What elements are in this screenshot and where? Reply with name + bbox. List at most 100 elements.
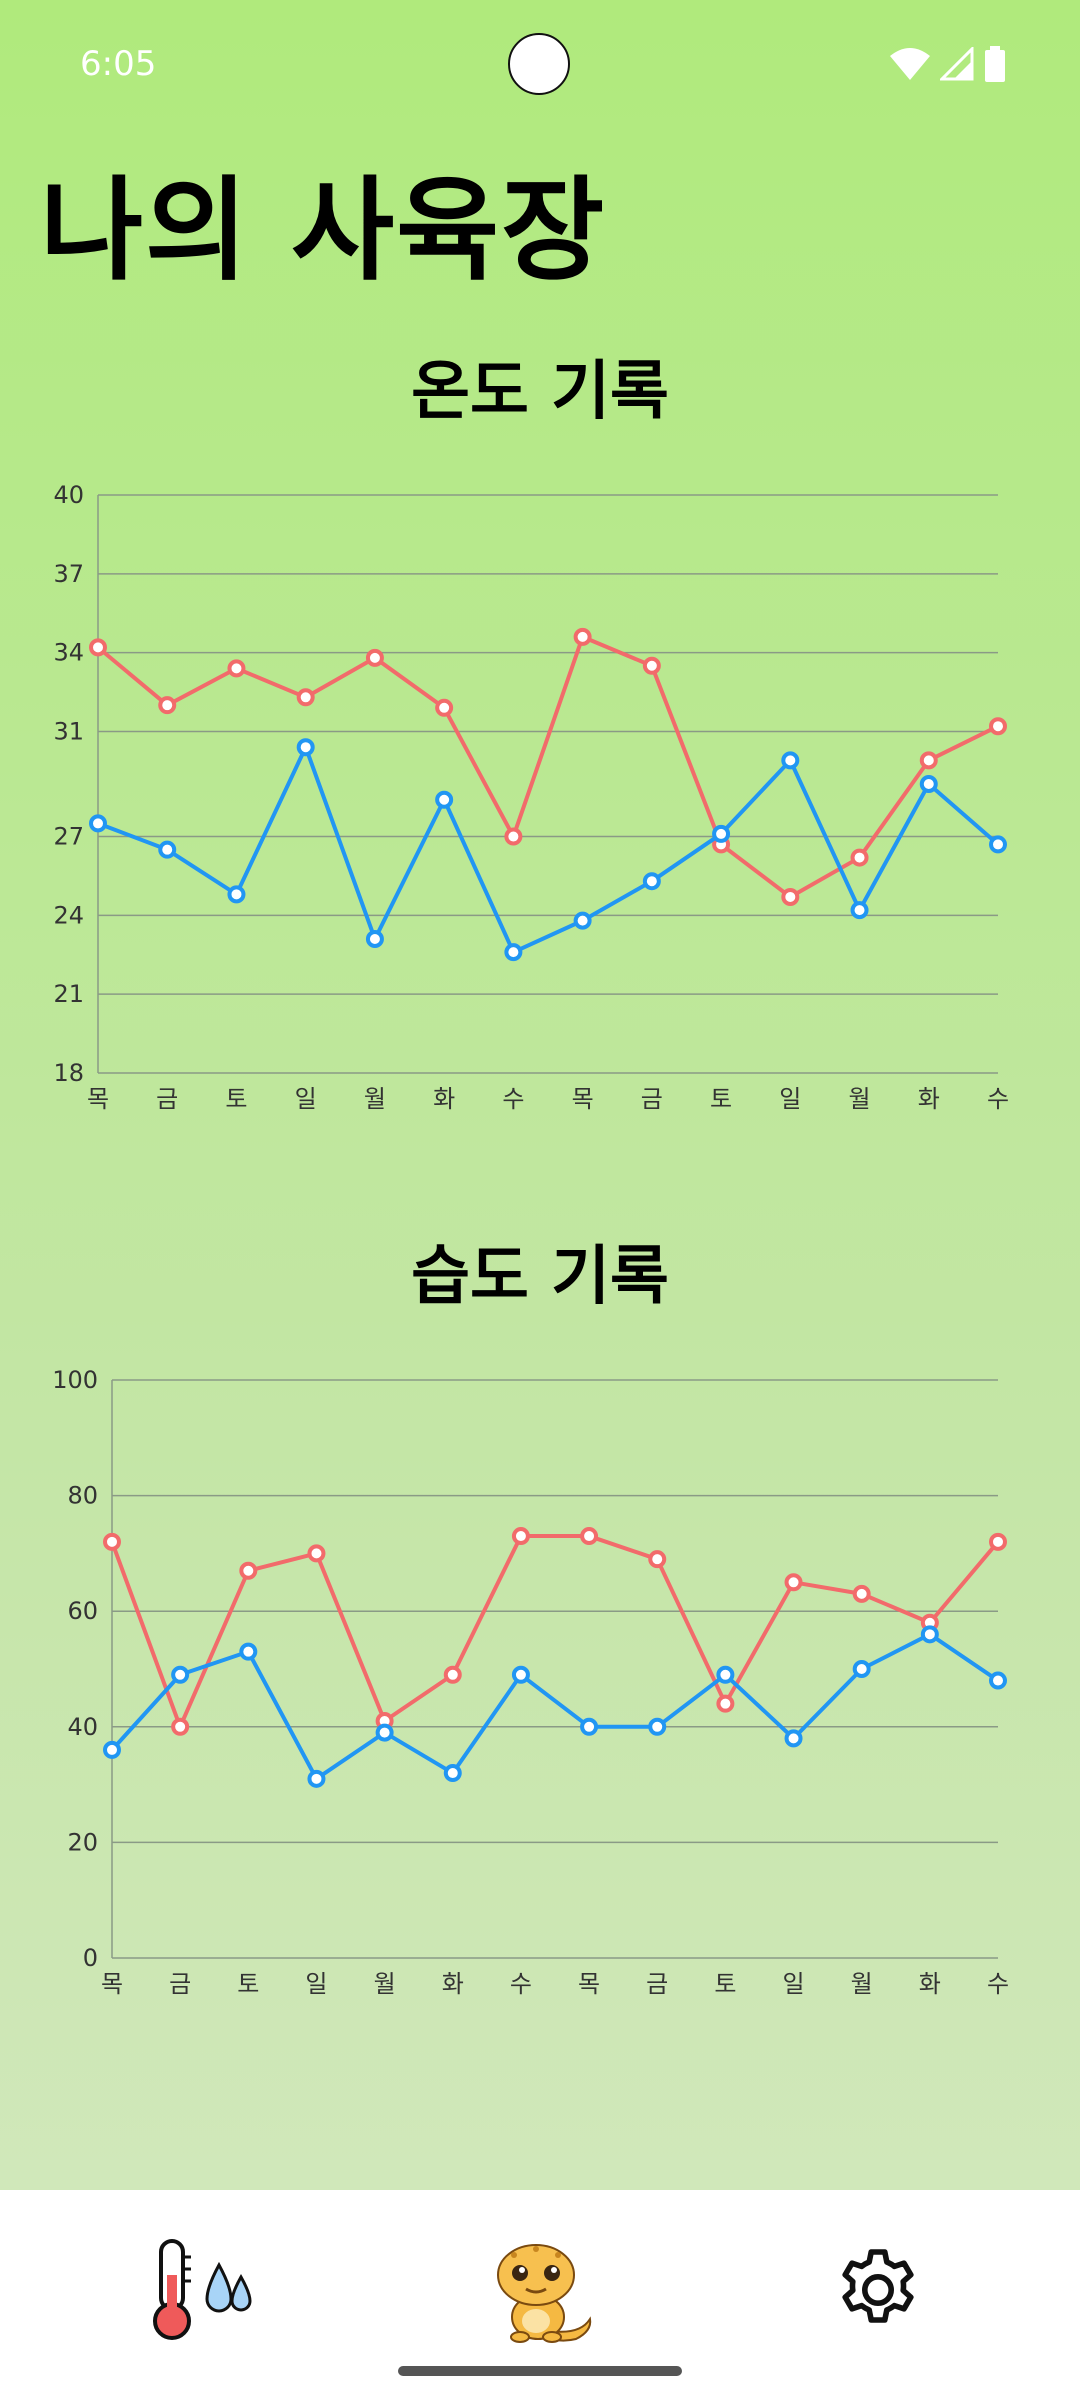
wifi-icon <box>890 48 930 80</box>
y-tick-label: 100 <box>52 1366 98 1394</box>
data-point <box>648 1550 667 1569</box>
y-tick-label: 21 <box>53 980 84 1008</box>
x-tick-label: 수 <box>987 1085 1009 1113</box>
series-line-0 <box>96 634 999 899</box>
data-point <box>784 1573 803 1592</box>
data-point <box>573 911 592 930</box>
x-tick-label: 금 <box>646 1970 668 1998</box>
x-tick-label: 목 <box>572 1085 594 1113</box>
x-tick-label: 수 <box>987 1970 1009 1998</box>
data-point <box>919 751 938 770</box>
y-tick-label: 34 <box>53 639 84 667</box>
data-point <box>227 885 246 904</box>
x-tick-label: 일 <box>779 1085 801 1113</box>
data-point <box>852 1660 871 1678</box>
nav-settings-tab[interactable] <box>778 2220 978 2360</box>
data-point <box>580 1717 599 1736</box>
x-tick-label: 수 <box>502 1085 524 1113</box>
data-point <box>716 1694 735 1713</box>
x-tick-label: 월 <box>848 1085 870 1113</box>
data-point <box>511 1527 530 1546</box>
series-line-0 <box>110 1534 1000 1729</box>
data-point <box>296 738 315 757</box>
data-point <box>850 901 869 920</box>
data-point <box>712 824 731 843</box>
data-point <box>171 1717 190 1736</box>
data-point <box>171 1665 190 1684</box>
y-tick-label: 20 <box>67 1828 98 1856</box>
y-tick-label: 18 <box>53 1059 84 1087</box>
y-tick-label: 60 <box>67 1597 98 1625</box>
status-time: 6:05 <box>80 44 157 84</box>
x-tick-label: 월 <box>374 1970 396 1998</box>
nav-home-tab[interactable] <box>440 2220 640 2360</box>
temperature-chart-title: 온도 기록 <box>411 355 669 429</box>
gecko-icon <box>497 2244 592 2343</box>
cell-signal-icon <box>940 47 974 81</box>
data-point <box>158 840 177 859</box>
data-point <box>158 696 177 715</box>
x-tick-label: 화 <box>918 1085 940 1113</box>
x-tick-label: 일 <box>305 1970 327 1998</box>
x-tick-label: 월 <box>364 1085 386 1113</box>
data-point <box>504 943 523 962</box>
data-point <box>227 659 246 678</box>
y-tick-label: 40 <box>53 481 84 509</box>
data-point <box>580 1527 599 1546</box>
data-point <box>784 1729 803 1748</box>
gear-icon <box>842 2249 914 2323</box>
x-tick-label: 목 <box>101 1970 123 1998</box>
data-point <box>435 698 454 717</box>
data-point <box>648 1717 667 1736</box>
data-point <box>89 638 107 657</box>
x-tick-label: 월 <box>851 1970 873 1998</box>
y-tick-label: 37 <box>53 560 84 588</box>
page-title: 나의 사육장 <box>40 166 607 296</box>
data-point <box>852 1584 871 1603</box>
x-tick-label: 목 <box>87 1085 109 1113</box>
data-point <box>307 1769 326 1788</box>
data-point <box>781 887 800 906</box>
temperature-chart: 18 21 24 27 31 34 37 40 목 금 토 일 월 화 수 목 금 토 일 월 화 수 <box>53 481 1009 1113</box>
data-point <box>989 835 1007 854</box>
status-bar: 6:05 <box>0 0 1080 130</box>
humidity-chart: 0 20 40 60 80 100 목 금 토 일 월 화 수 목 금 토 일 월 화 수 <box>52 1366 1009 1998</box>
data-point <box>504 827 523 846</box>
nav-climate-tab[interactable] <box>100 2220 300 2360</box>
x-tick-label: 토 <box>710 1085 732 1113</box>
x-tick-label: 토 <box>714 1970 736 1998</box>
data-point <box>307 1544 326 1563</box>
x-tick-label: 화 <box>433 1085 455 1113</box>
data-point <box>989 1671 1007 1690</box>
data-point <box>103 1532 121 1551</box>
data-point <box>443 1665 462 1684</box>
data-point <box>919 775 938 793</box>
x-tick-label: 화 <box>919 1970 941 1998</box>
data-point <box>239 1561 258 1580</box>
data-point <box>365 648 384 667</box>
y-tick-label: 27 <box>53 823 84 851</box>
bottom-navigation <box>0 2190 1080 2400</box>
x-tick-label: 토 <box>225 1085 247 1113</box>
data-point <box>781 751 800 770</box>
data-point <box>716 1665 735 1684</box>
battery-icon <box>985 46 1005 82</box>
x-tick-label: 일 <box>295 1085 317 1113</box>
data-point <box>296 688 315 707</box>
y-tick-label: 40 <box>67 1713 98 1741</box>
data-point <box>511 1665 530 1684</box>
y-tick-label: 0 <box>83 1944 98 1972</box>
data-point <box>989 717 1007 736</box>
data-point <box>375 1723 394 1742</box>
data-point <box>89 814 107 833</box>
x-tick-label: 화 <box>442 1970 464 1998</box>
series-line-1 <box>110 1632 1000 1781</box>
x-tick-label: 수 <box>510 1970 532 1998</box>
x-tick-label: 금 <box>641 1085 663 1113</box>
data-point <box>239 1642 258 1661</box>
data-point <box>642 872 661 891</box>
x-tick-label: 토 <box>237 1970 259 1998</box>
home-indicator <box>398 2366 682 2376</box>
data-point <box>989 1532 1007 1551</box>
data-point <box>443 1764 462 1783</box>
